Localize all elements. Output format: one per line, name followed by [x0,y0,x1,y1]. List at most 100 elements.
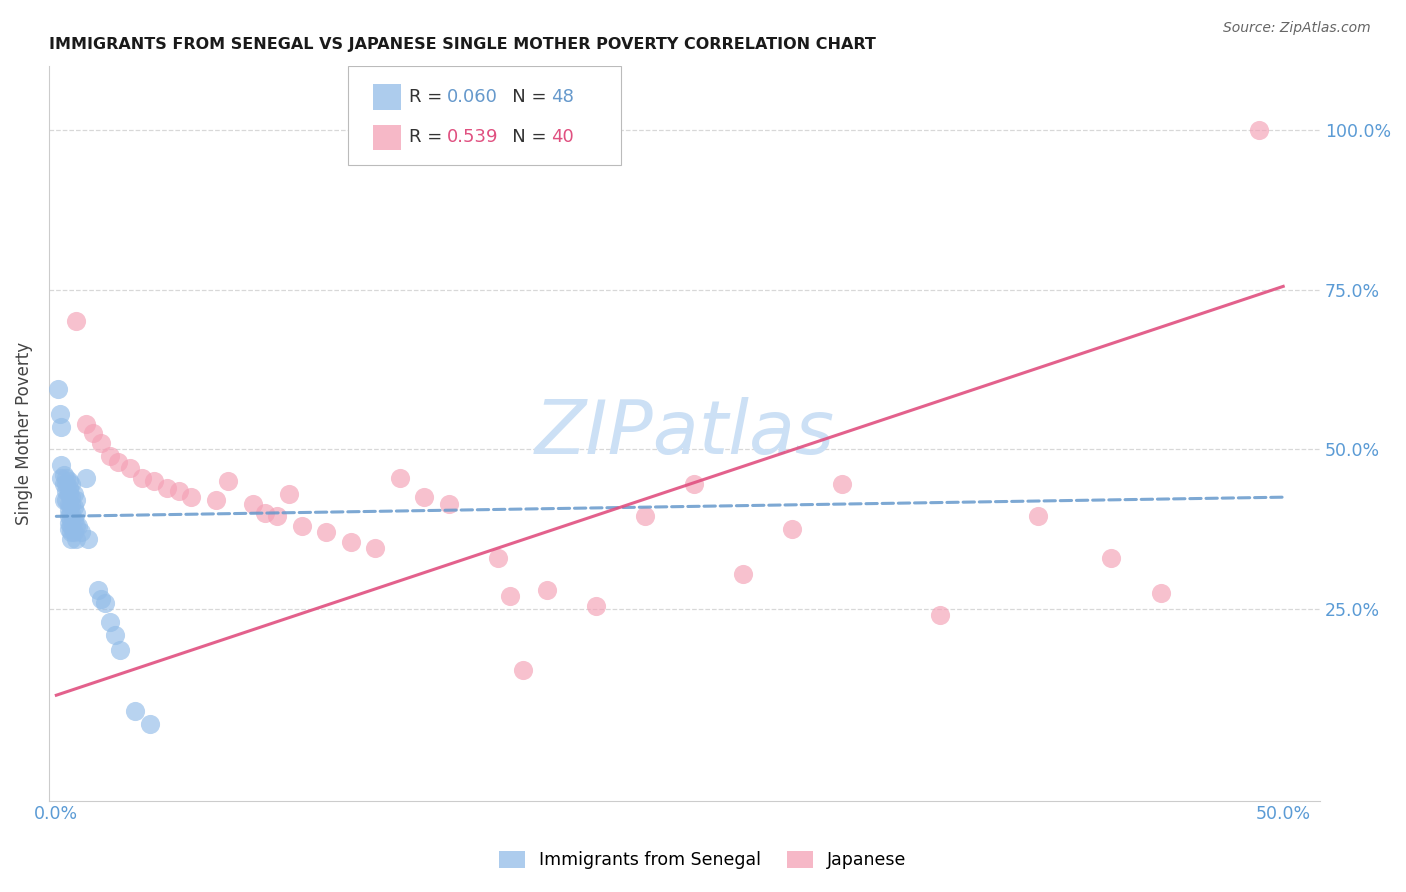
Point [67,519,90,533]
Point [89,435,111,450]
Point [65,493,87,508]
Point [49,407,72,421]
Point [536,582,558,597]
Point [55,477,77,491]
Point [46,382,69,396]
Point [634,509,657,524]
Point [124,704,146,718]
Point [217,474,239,488]
Point [58,516,80,530]
Point [486,550,509,565]
Point [1247,123,1270,137]
Point [413,490,436,504]
Point [58,487,80,501]
Text: R =: R = [409,87,447,106]
Point [782,522,804,536]
Text: N =: N = [495,87,553,106]
Point [437,497,460,511]
Point [167,483,190,498]
Point [98,449,121,463]
Point [65,314,87,328]
Point [49,420,72,434]
Point [60,497,83,511]
Point [60,506,83,520]
Point [58,522,80,536]
Point [94,596,117,610]
Point [60,512,83,526]
Point [107,455,129,469]
Point [585,599,607,613]
Point [65,506,87,520]
Point [89,592,111,607]
Point [131,471,153,485]
Point [70,525,93,540]
Text: Source: ZipAtlas.com: Source: ZipAtlas.com [1223,21,1371,35]
Point [62,487,84,501]
Point [75,417,97,431]
Point [108,643,131,657]
Point [58,474,80,488]
Point [253,506,276,520]
Point [733,566,755,581]
Point [51,471,73,485]
Point [98,615,121,629]
FancyBboxPatch shape [373,85,401,110]
Point [75,471,97,485]
Point [60,519,83,533]
Point [52,467,75,482]
Text: ZIPatlas: ZIPatlas [534,397,835,469]
Point [77,532,100,546]
Point [242,497,264,511]
FancyBboxPatch shape [373,125,401,151]
Point [831,477,853,491]
Point [118,461,141,475]
Point [315,525,337,540]
Point [62,512,84,526]
Point [62,500,84,514]
Point [499,589,522,603]
Point [65,519,87,533]
Point [87,582,110,597]
Point [65,532,87,546]
Point [143,474,166,488]
Text: 48: 48 [551,87,574,106]
Point [58,509,80,524]
Text: R =: R = [409,128,447,146]
Point [51,458,73,473]
Point [104,627,127,641]
Text: IMMIGRANTS FROM SENEGAL VS JAPANESE SINGLE MOTHER POVERTY CORRELATION CHART: IMMIGRANTS FROM SENEGAL VS JAPANESE SING… [49,37,876,53]
Y-axis label: Single Mother Poverty: Single Mother Poverty [15,342,32,524]
Point [180,490,202,504]
Point [58,497,80,511]
Text: 40: 40 [551,128,574,146]
Point [266,509,288,524]
Point [60,477,83,491]
Point [291,519,314,533]
Legend: Immigrants from Senegal, Japanese: Immigrants from Senegal, Japanese [492,844,914,876]
Point [205,493,228,508]
Point [52,493,75,508]
Point [60,525,83,540]
Point [62,525,84,540]
Point [512,663,534,677]
Point [82,426,104,441]
Point [60,532,83,546]
Point [1149,586,1171,600]
FancyBboxPatch shape [347,66,621,165]
Point [278,487,301,501]
Point [58,503,80,517]
Point [388,471,411,485]
Point [60,490,83,504]
Point [55,493,77,508]
Point [55,483,77,498]
Point [683,477,706,491]
Point [58,481,80,495]
Point [928,608,950,623]
Point [364,541,387,556]
Point [1026,509,1049,524]
Point [138,717,160,731]
Text: N =: N = [495,128,553,146]
Point [156,481,179,495]
Text: 0.539: 0.539 [447,128,498,146]
Text: 0.060: 0.060 [447,87,498,106]
